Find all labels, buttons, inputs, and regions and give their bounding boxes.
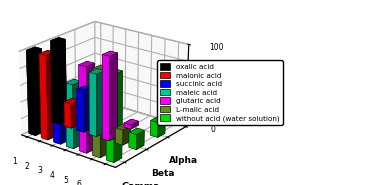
Legend: oxalic acid, malonic acid, succinic acid, maleic acid, glutaric acid, L-malic ac: oxalic acid, malonic acid, succinic acid… bbox=[158, 60, 283, 125]
